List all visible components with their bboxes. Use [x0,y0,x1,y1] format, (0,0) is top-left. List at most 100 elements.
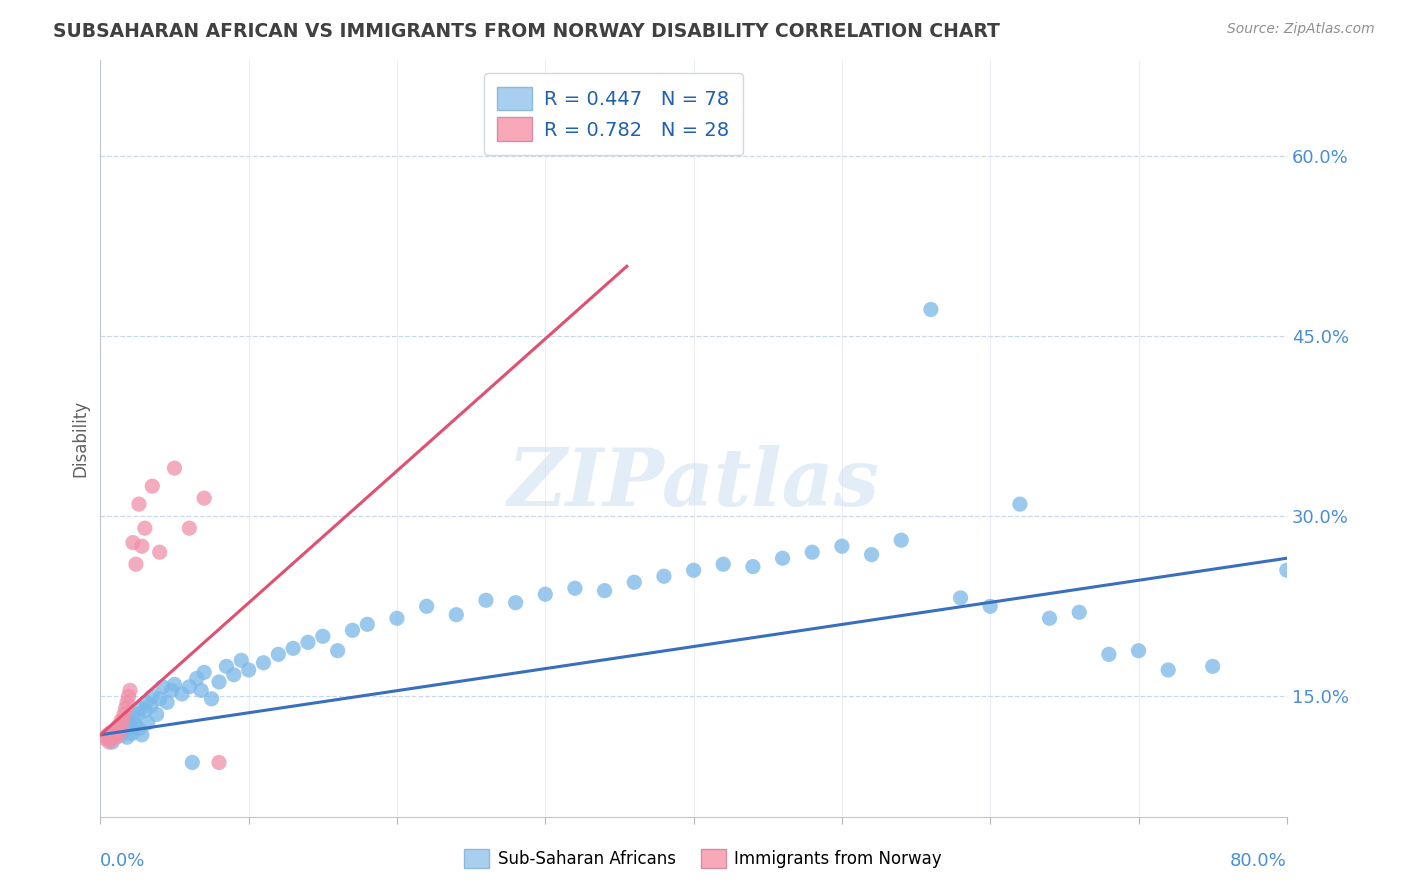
Point [97,731,120,746]
Point [101,731,124,746]
Point [238,663,260,677]
Point [801,545,824,559]
Point [215,659,238,673]
Point [222,667,245,681]
Point [1275,563,1298,577]
Point [772,551,794,566]
Point [134,704,156,718]
Point [129,701,152,715]
Point [283,641,305,656]
Point [105,730,128,744]
Point [190,683,212,698]
Point [118,721,141,735]
Point [267,648,290,662]
Point [100,725,122,739]
Text: ZIPatlas: ZIPatlas [508,445,880,522]
Legend: Sub-Saharan Africans, Immigrants from Norway: Sub-Saharan Africans, Immigrants from No… [458,842,948,875]
Point [127,707,149,722]
Point [98,735,121,749]
Point [125,558,148,572]
Point [107,719,129,733]
Point [122,535,145,549]
Point [141,479,163,493]
Point [682,563,704,577]
Point [652,569,675,583]
Point [711,558,734,572]
Y-axis label: Disability: Disability [72,400,89,476]
Point [131,728,153,742]
Point [117,690,139,704]
Point [1128,644,1150,658]
Point [104,728,127,742]
Point [152,680,174,694]
Point [1098,648,1121,662]
Point [979,599,1001,614]
Point [110,728,132,742]
Point [94,731,117,746]
Point [112,723,135,737]
Text: SUBSAHARAN AFRICAN VS IMMIGRANTS FROM NORWAY DISABILITY CORRELATION CHART: SUBSAHARAN AFRICAN VS IMMIGRANTS FROM NO… [53,22,1000,41]
Point [160,683,183,698]
Point [115,730,138,744]
Point [297,635,319,649]
Point [114,701,136,715]
Point [252,656,274,670]
Point [949,591,972,605]
Point [134,521,156,535]
Point [112,707,135,722]
Point [200,691,222,706]
Point [114,715,136,730]
Point [145,707,167,722]
Point [356,617,378,632]
Point [385,611,408,625]
Point [115,695,138,709]
Point [156,695,179,709]
Point [135,695,157,709]
Point [564,581,586,595]
Point [193,665,215,680]
Point [139,698,162,713]
Point [342,624,364,638]
Point [415,599,437,614]
Point [103,728,125,742]
Point [231,653,253,667]
Point [128,722,150,736]
Point [890,533,912,548]
Point [860,548,883,562]
Point [149,691,172,706]
Point [122,711,145,725]
Text: 0.0%: 0.0% [100,852,146,871]
Point [110,714,132,728]
Point [534,587,557,601]
Point [163,677,186,691]
Point [179,680,201,694]
Point [128,497,150,511]
Point [131,539,153,553]
Point [1069,605,1091,619]
Point [742,559,765,574]
Point [170,687,193,701]
Point [104,723,127,737]
Point [149,545,172,559]
Point [831,539,853,553]
Point [475,593,498,607]
Point [505,596,527,610]
Point [186,671,208,685]
Point [446,607,468,622]
Point [1157,663,1180,677]
Point [208,756,231,770]
Point [193,491,215,505]
Point [124,717,146,731]
Point [108,725,131,739]
Point [111,719,134,733]
Point [920,302,942,317]
Point [623,575,645,590]
Point [593,583,616,598]
Point [107,725,129,739]
Point [141,690,163,704]
Point [1202,659,1225,673]
Point [1038,611,1060,625]
Legend: R = 0.447   N = 78, R = 0.782   N = 28: R = 0.447 N = 78, R = 0.782 N = 28 [484,73,742,154]
Point [312,629,335,643]
Point [121,726,143,740]
